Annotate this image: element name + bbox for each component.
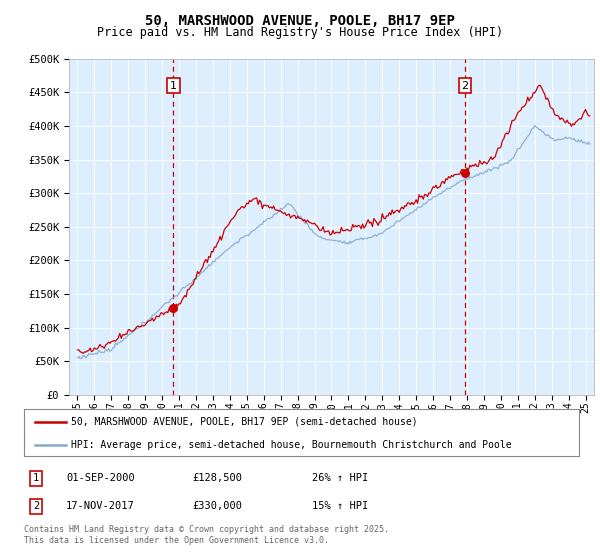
- Text: HPI: Average price, semi-detached house, Bournemouth Christchurch and Poole: HPI: Average price, semi-detached house,…: [71, 440, 512, 450]
- Text: 1: 1: [33, 473, 39, 483]
- Text: 26% ↑ HPI: 26% ↑ HPI: [312, 473, 368, 483]
- Text: 01-SEP-2000: 01-SEP-2000: [66, 473, 135, 483]
- Text: 1: 1: [170, 81, 177, 91]
- Text: £128,500: £128,500: [192, 473, 242, 483]
- Text: 15% ↑ HPI: 15% ↑ HPI: [312, 501, 368, 511]
- Point: [460, 169, 470, 178]
- Text: 50, MARSHWOOD AVENUE, POOLE, BH17 9EP: 50, MARSHWOOD AVENUE, POOLE, BH17 9EP: [145, 14, 455, 28]
- Text: 2: 2: [461, 81, 469, 91]
- Text: 50, MARSHWOOD AVENUE, POOLE, BH17 9EP (semi-detached house): 50, MARSHWOOD AVENUE, POOLE, BH17 9EP (s…: [71, 417, 418, 427]
- Text: 17-NOV-2017: 17-NOV-2017: [66, 501, 135, 511]
- Text: Price paid vs. HM Land Registry's House Price Index (HPI): Price paid vs. HM Land Registry's House …: [97, 26, 503, 39]
- Text: 2: 2: [33, 501, 39, 511]
- Point: [169, 304, 178, 313]
- Text: £330,000: £330,000: [192, 501, 242, 511]
- Text: Contains HM Land Registry data © Crown copyright and database right 2025.
This d: Contains HM Land Registry data © Crown c…: [24, 525, 389, 545]
